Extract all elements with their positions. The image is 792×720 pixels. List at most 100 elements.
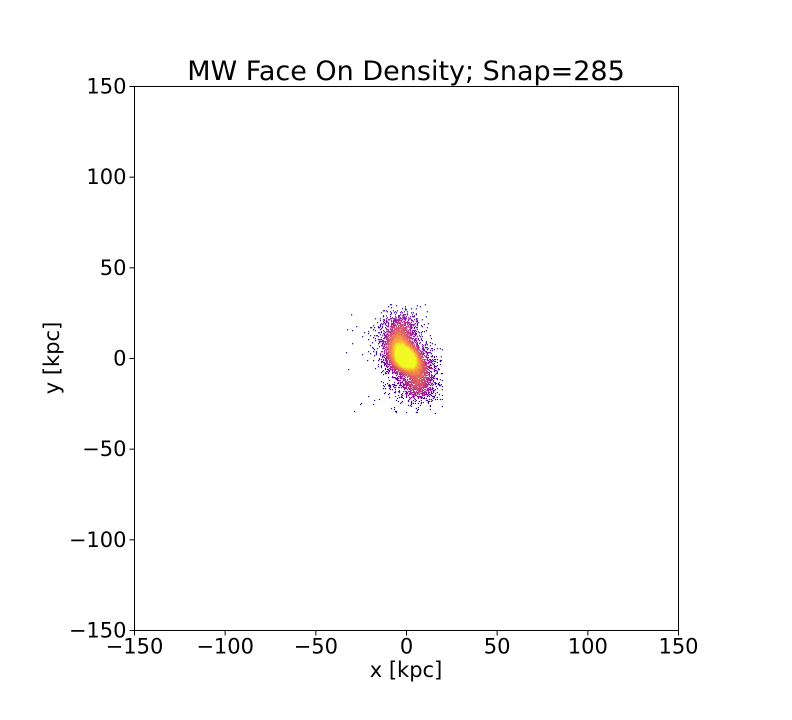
density-cell [419, 395, 421, 398]
density-cell [382, 362, 385, 364]
density-cell [421, 331, 423, 333]
density-cell [434, 394, 436, 397]
density-cell [395, 337, 398, 339]
density-cell [406, 350, 409, 352]
density-cell [386, 353, 389, 355]
density-cell [408, 336, 411, 338]
density-cell [395, 353, 398, 355]
density-cell [438, 369, 440, 371]
density-cell [394, 385, 397, 387]
density-cell [389, 353, 392, 355]
density-cell [423, 378, 425, 380]
density-cell [410, 308, 413, 310]
density-cell [392, 348, 395, 350]
density-cell [394, 351, 397, 353]
density-cell [436, 372, 438, 374]
density-cell [403, 372, 406, 374]
density-cell [413, 375, 415, 377]
density-cell [404, 391, 407, 393]
density-cell [409, 388, 412, 390]
density-cell [410, 392, 413, 394]
density-cell [395, 411, 398, 414]
density-cell [397, 369, 400, 371]
density-cell [397, 356, 400, 358]
density-cell [433, 375, 435, 377]
density-cell [361, 402, 363, 405]
density-cell [435, 366, 437, 368]
density-cell [429, 381, 431, 383]
density-cell [411, 394, 413, 396]
density-cell [404, 382, 407, 384]
density-cell [417, 368, 419, 370]
density-cell [400, 329, 403, 331]
density-cell [390, 347, 393, 349]
density-cell [418, 392, 420, 394]
density-cell [393, 365, 396, 367]
density-cell [428, 376, 430, 378]
density-cell [405, 366, 408, 368]
density-cell [388, 385, 391, 387]
density-cell [384, 358, 387, 360]
density-cell [423, 382, 425, 384]
density-cell [395, 363, 398, 365]
density-cell [402, 371, 405, 373]
density-cell [408, 388, 411, 390]
density-cell [415, 383, 417, 385]
density-cell [422, 367, 424, 369]
density-cell [396, 329, 399, 331]
density-cell [414, 400, 416, 403]
density-cell [413, 347, 415, 349]
density-cell [427, 323, 429, 325]
density-cell [385, 335, 388, 337]
density-cell [402, 351, 405, 353]
density-cell [413, 355, 415, 357]
density-cell [401, 366, 404, 368]
density-cell [404, 320, 407, 322]
density-cell [399, 382, 402, 384]
density-cell [387, 352, 390, 354]
density-cell [436, 388, 438, 390]
density-cell [410, 362, 413, 364]
density-cell [399, 376, 402, 378]
density-cell [397, 350, 400, 352]
density-cell [396, 335, 399, 337]
density-cell [381, 335, 384, 337]
density-cell [431, 368, 433, 370]
density-cell [388, 340, 391, 342]
density-cell [410, 393, 413, 395]
density-cell [408, 375, 411, 377]
density-cell [407, 333, 410, 335]
density-cell [396, 333, 399, 335]
density-cell [406, 314, 409, 316]
density-cell [389, 339, 392, 341]
density-cell [413, 341, 415, 343]
density-cell [392, 327, 395, 329]
density-cell [411, 339, 413, 341]
density-cell [398, 348, 401, 350]
density-cell [403, 354, 406, 356]
density-cell [408, 374, 411, 376]
density-cell [411, 342, 413, 344]
density-cell [405, 332, 408, 334]
density-cell [427, 382, 429, 384]
density-cell [427, 369, 429, 371]
density-cell [415, 357, 417, 359]
density-cell [412, 394, 414, 397]
density-cell [384, 342, 387, 344]
density-cell [410, 341, 413, 343]
density-cell [387, 345, 390, 347]
density-cell [390, 343, 393, 345]
density-cell [393, 377, 396, 379]
density-cell [415, 370, 417, 372]
density-cell [406, 389, 409, 391]
density-cell [393, 319, 396, 321]
density-cell [385, 310, 388, 312]
density-cell [398, 328, 401, 330]
density-cell [412, 396, 414, 399]
density-cell [422, 348, 424, 350]
density-cell [398, 335, 401, 337]
density-cell [407, 372, 410, 374]
density-cell [408, 398, 411, 401]
density-cell [428, 359, 430, 361]
density-cell [384, 368, 387, 370]
